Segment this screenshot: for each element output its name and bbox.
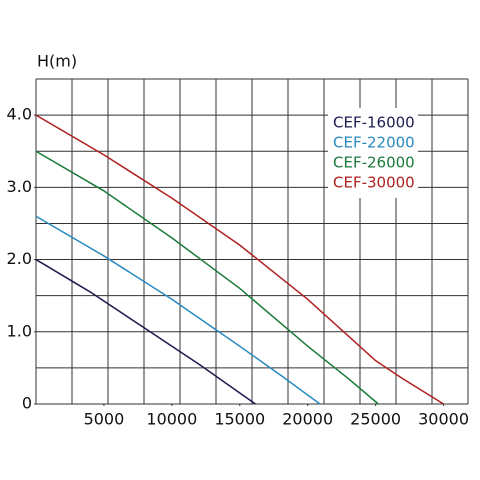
- y-tick-label: 0: [22, 394, 32, 413]
- legend-entry: CEF-30000: [333, 174, 415, 192]
- x-tick-label: 10000: [146, 410, 197, 429]
- series-line: [35, 150, 379, 405]
- x-tick-label: 20000: [282, 410, 333, 429]
- y-tick-label: 1.0: [7, 321, 32, 340]
- series-line: [35, 114, 444, 405]
- legend-entry: CEF-22000: [333, 134, 415, 152]
- x-tick-label: 15000: [214, 410, 265, 429]
- x-tick-label: 25000: [350, 410, 401, 429]
- x-tick-label: 5000: [84, 410, 125, 429]
- legend-box: [328, 108, 418, 198]
- x-tick-label: 30000: [418, 410, 469, 429]
- y-axis-label: H(m): [37, 52, 77, 71]
- series-line: [35, 258, 256, 405]
- y-tick-label: 2.0: [7, 249, 32, 268]
- legend-entry: CEF-16000: [333, 114, 415, 132]
- series-line: [35, 215, 321, 405]
- legend-entry: CEF-26000: [333, 154, 415, 172]
- y-tick-label: 4.0: [7, 105, 32, 124]
- y-tick-label: 3.0: [7, 177, 32, 196]
